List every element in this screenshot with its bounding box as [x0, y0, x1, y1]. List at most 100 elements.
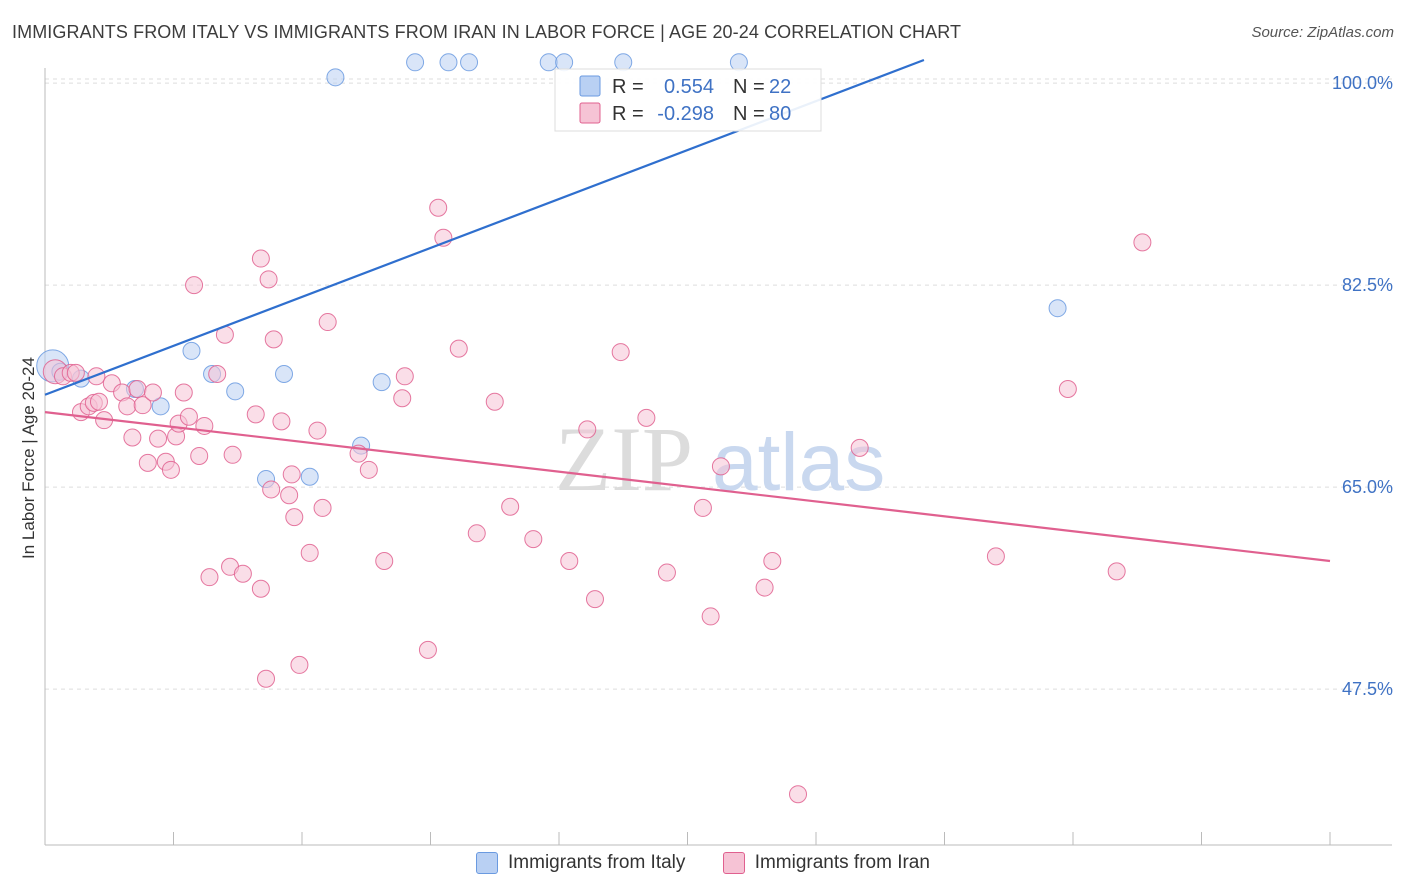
data-point — [259, 270, 278, 289]
data-point — [701, 607, 720, 626]
data-point — [555, 53, 574, 72]
data-point — [614, 53, 633, 72]
data-point — [208, 365, 227, 383]
data-point — [1133, 233, 1152, 252]
data-point — [233, 564, 252, 583]
legend-r-label: R = — [612, 76, 644, 98]
data-point — [264, 330, 283, 349]
data-point — [138, 453, 157, 472]
data-point — [711, 457, 730, 476]
data-point — [118, 397, 137, 416]
source-label: Source: ZipAtlas.com — [1251, 24, 1394, 41]
data-point — [611, 343, 630, 362]
data-point — [418, 640, 437, 659]
y-tick-label: 100.0% — [1332, 73, 1393, 93]
data-point — [313, 498, 332, 517]
data-point — [326, 68, 345, 87]
data-point — [693, 498, 712, 517]
y-tick-label: 47.5% — [1342, 679, 1393, 699]
legend-n-label: N = — [733, 103, 765, 125]
data-point — [190, 446, 209, 465]
data-point — [300, 467, 319, 486]
data-point — [182, 341, 201, 360]
data-point — [318, 313, 337, 332]
legend-swatch — [579, 75, 601, 97]
data-point — [729, 53, 748, 72]
legend-r-value: 0.554 — [664, 76, 714, 98]
bottom-legend: Immigrants from Italy Immigrants from Ir… — [0, 852, 1406, 880]
data-point — [300, 543, 319, 562]
legend-r-label: R = — [612, 103, 644, 125]
data-point — [200, 568, 219, 587]
y-tick-label: 82.5% — [1342, 275, 1393, 295]
data-point — [290, 655, 309, 674]
y-axis-label: In Labor Force | Age 20-24 — [19, 357, 38, 559]
data-point — [460, 53, 479, 72]
data-point — [578, 420, 597, 439]
data-point — [485, 392, 504, 411]
legend-n-label: N = — [733, 76, 765, 98]
legend-swatch — [579, 102, 601, 124]
data-point — [174, 383, 193, 402]
data-point — [89, 392, 108, 411]
data-point — [657, 563, 676, 582]
trendline-iran — [44, 411, 1331, 563]
data-point — [275, 365, 294, 383]
watermark: ZIP atlas — [555, 408, 885, 510]
data-point — [262, 480, 281, 499]
data-point — [539, 53, 558, 72]
data-point — [1107, 562, 1126, 581]
data-point — [359, 460, 378, 479]
data-point — [763, 552, 782, 571]
data-point — [246, 405, 265, 424]
data-point — [133, 396, 152, 415]
data-point — [1048, 299, 1067, 318]
data-point — [251, 249, 270, 268]
data-point — [223, 445, 242, 464]
data-point — [257, 669, 276, 688]
data-point — [755, 578, 774, 597]
legend-item-italy: Immigrants from Italy — [476, 852, 685, 874]
data-point — [986, 547, 1005, 566]
data-point — [123, 428, 142, 447]
stats-legend: R = 0.554 N = 22 R = -0.298 N = 80 — [554, 68, 822, 132]
legend-label-italy: Immigrants from Italy — [508, 852, 686, 873]
series-iran — [42, 198, 1152, 804]
data-point — [149, 429, 168, 448]
data-point — [251, 579, 270, 598]
data-point — [185, 276, 204, 295]
data-point — [272, 412, 291, 431]
data-point — [524, 530, 543, 549]
series-points — [36, 53, 1152, 804]
legend-label-iran: Immigrants from Iran — [754, 852, 930, 873]
data-point — [1058, 380, 1077, 399]
legend-r-value: -0.298 — [657, 103, 714, 125]
data-point — [637, 408, 656, 427]
scatter-chart: ZIP atlas 100.0%82.5%65.0%47.5% 0.0%25.0… — [19, 53, 1393, 846]
data-point — [850, 438, 869, 457]
data-point — [151, 397, 170, 416]
data-point — [161, 460, 180, 479]
data-point — [560, 552, 579, 571]
data-point — [393, 389, 412, 408]
y-tick-labels: 100.0% 82.5% 65.0% 47.5% — [1332, 73, 1393, 699]
data-point — [128, 380, 147, 399]
watermark-zip: ZIP — [555, 408, 693, 510]
data-point — [395, 367, 414, 386]
data-point — [375, 552, 394, 571]
data-point — [429, 198, 448, 217]
legend-n-value: 22 — [769, 76, 791, 98]
legend-item-iran: Immigrants from Iran — [722, 852, 930, 874]
data-point — [789, 785, 808, 804]
data-point — [179, 407, 198, 426]
data-point — [501, 497, 520, 516]
legend-swatch-italy — [476, 852, 499, 874]
trendlines — [44, 58, 1331, 563]
legend-swatch-iran — [722, 852, 745, 874]
y-tick-label: 65.0% — [1342, 477, 1393, 497]
watermark-atlas: atlas — [712, 417, 885, 508]
data-point — [226, 382, 245, 401]
data-point — [449, 339, 468, 358]
data-point — [143, 383, 162, 402]
axes — [44, 68, 1392, 846]
